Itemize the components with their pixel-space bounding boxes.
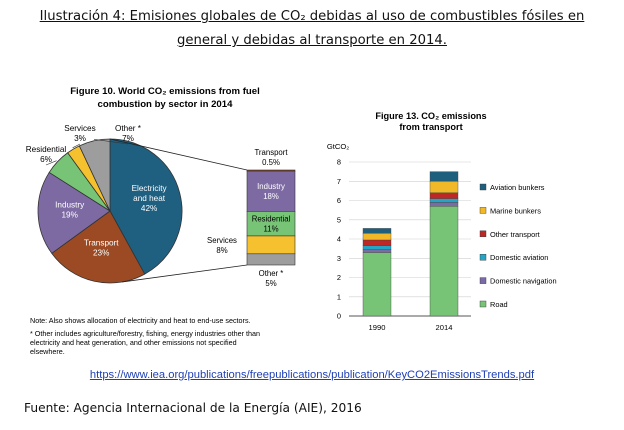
breakdown-label-services-name: Services — [207, 236, 237, 245]
y-tick-5: 5 — [337, 215, 341, 224]
breakdown-seg-industry — [246, 170, 296, 212]
bar-2014-domestic-aviation — [429, 198, 459, 203]
bar-legend: Aviation bunkers Marine bunkers Other tran… — [479, 183, 557, 309]
figures-canvas: Figure 10. World CO₂ emissions from fuel… — [26, 86, 557, 356]
fig10-footnote-line1: * Other includes agriculture/forestry, f… — [30, 329, 260, 338]
y-tick-6: 6 — [337, 196, 341, 205]
legend-label-marine-bunkers: Marine bunkers — [490, 206, 541, 215]
legend-label-domestic-aviation: Domestic aviation — [490, 253, 548, 262]
pie-slice-electricity-and-heat — [109, 138, 183, 275]
breakdown-label-other-value: 5% — [265, 279, 276, 288]
breakdown-seg-residential — [246, 211, 296, 237]
pie-label-residential-name: Residential — [26, 145, 67, 154]
bar-2014-domestic-navigation — [429, 202, 459, 207]
connector-bottom — [121, 264, 248, 283]
source-text: Fuente: Agencia Internacional de la Ener… — [24, 401, 362, 415]
connector-top — [109, 138, 248, 171]
breakdown-label-residential-value: 11% — [263, 225, 278, 234]
legend-swatch-domestic-aviation — [479, 253, 487, 261]
bar-2014-aviation-bunkers — [429, 171, 459, 182]
pie-leader-services — [72, 143, 81, 149]
figure-10: Figure 10. World CO₂ emissions from fuel… — [26, 86, 296, 356]
breakdown-label-residential-name: Residential — [252, 215, 291, 224]
pie-label-electricity-and-heat-1: and heat — [133, 194, 166, 203]
fig10-title-line1: Figure 10. World CO₂ emissions from fuel — [70, 86, 260, 97]
pie-slices — [37, 138, 183, 284]
caption-line-2: general y debidas al transporte en 2014. — [177, 33, 447, 48]
pie-slice-transport — [51, 210, 146, 284]
y-axis-label: GtCO₂ — [327, 142, 349, 151]
legend-label-other-transport: Other transport — [490, 230, 540, 239]
fig10-footnote-line2: electricity and heat generation, and oth… — [30, 338, 237, 347]
y-tick-8: 8 — [337, 158, 341, 167]
pie-leader-residential — [45, 160, 57, 166]
bar-2014-other-transport — [429, 192, 459, 199]
pie-label-industry-1: 19% — [62, 210, 78, 219]
fig13-title-line1: Figure 13. CO₂ emissions — [375, 111, 486, 121]
source-link[interactable]: https://www.iea.org/publications/freepub… — [89, 369, 535, 381]
legend-label-aviation-bunkers: Aviation bunkers — [490, 183, 545, 192]
legend-swatch-domestic-navigation — [479, 277, 487, 284]
fig13-title-line2: from transport — [399, 122, 462, 132]
bar-1990-other-transport — [362, 239, 392, 246]
bar-2014-road — [429, 206, 459, 317]
y-tick-labels: 0 1 2 3 4 5 6 7 8 — [337, 158, 341, 321]
pie-label-transport-1: 23% — [93, 248, 109, 257]
y-tick-1: 1 — [337, 292, 341, 301]
y-tick-4: 4 — [337, 235, 341, 244]
legend-swatch-other-transport — [479, 230, 487, 238]
breakdown-label-other-name: Other * — [259, 269, 284, 278]
bar-1990-domestic-aviation — [362, 245, 392, 250]
breakdown-label-services-value: 8% — [216, 246, 227, 255]
y-tick-3: 3 — [337, 254, 341, 263]
legend-label-domestic-navigation: Domestic navigation — [490, 277, 557, 286]
fig10-title-line2: combustion by sector in 2014 — [98, 99, 234, 110]
bar-1990-road — [362, 252, 392, 317]
x-tick-2014: 2014 — [436, 323, 453, 332]
legend-swatch-aviation-bunkers — [479, 183, 487, 191]
legend-swatch-road — [479, 300, 487, 308]
bar-1990-aviation-bunkers — [362, 228, 392, 234]
bar-2014-marine-bunkers — [429, 181, 459, 194]
y-tick-0: 0 — [337, 312, 341, 321]
pie-slice-other — [78, 138, 111, 212]
pie-label-other-name: Other * — [115, 124, 142, 133]
pie-label-residential-value: 6% — [40, 155, 52, 164]
legend-label-road: Road — [490, 300, 508, 309]
breakdown-label-industry-value: 18% — [263, 192, 279, 201]
pie-label-other-value: 7% — [122, 134, 134, 143]
fig10-footnote-line3: elsewhere. — [30, 347, 65, 356]
pie-label-services-value: 3% — [74, 134, 86, 143]
breakdown-label-industry-name: Industry — [257, 182, 285, 191]
y-tick-2: 2 — [337, 273, 341, 282]
x-tick-labels: 1990 2014 — [369, 323, 453, 332]
pie-label-transport-0: Transport — [84, 238, 119, 247]
legend-swatch-marine-bunkers — [479, 207, 487, 214]
breakdown-seg-services — [246, 235, 296, 255]
breakdown-label-transport-name: Transport — [254, 148, 288, 157]
pie-label-services-name: Services — [64, 124, 95, 133]
pie-label-electricity-and-heat-0: Electricity — [132, 184, 168, 193]
pie-slice-industry — [37, 171, 111, 254]
figure-13: Figure 13. CO₂ emissions from transport … — [327, 111, 557, 332]
x-tick-1990: 1990 — [369, 323, 386, 332]
fig10-note: Note: Also shows allocation of electrici… — [30, 316, 251, 325]
breakdown-label-transport-value: 0.5% — [262, 158, 280, 167]
bar-1990-domestic-navigation — [362, 249, 392, 253]
breakdown-seg-other — [246, 253, 296, 266]
pie-label-industry-0: Industry — [55, 200, 85, 209]
caption-line-1: Ilustración 4: Emisiones globales de CO₂… — [39, 9, 585, 24]
pie-label-electricity-and-heat-2: 42% — [141, 204, 157, 213]
bar-stacks — [362, 171, 459, 317]
bar-1990-marine-bunkers — [362, 233, 392, 241]
pie-leader-other — [93, 139, 129, 145]
y-tick-7: 7 — [337, 177, 341, 186]
